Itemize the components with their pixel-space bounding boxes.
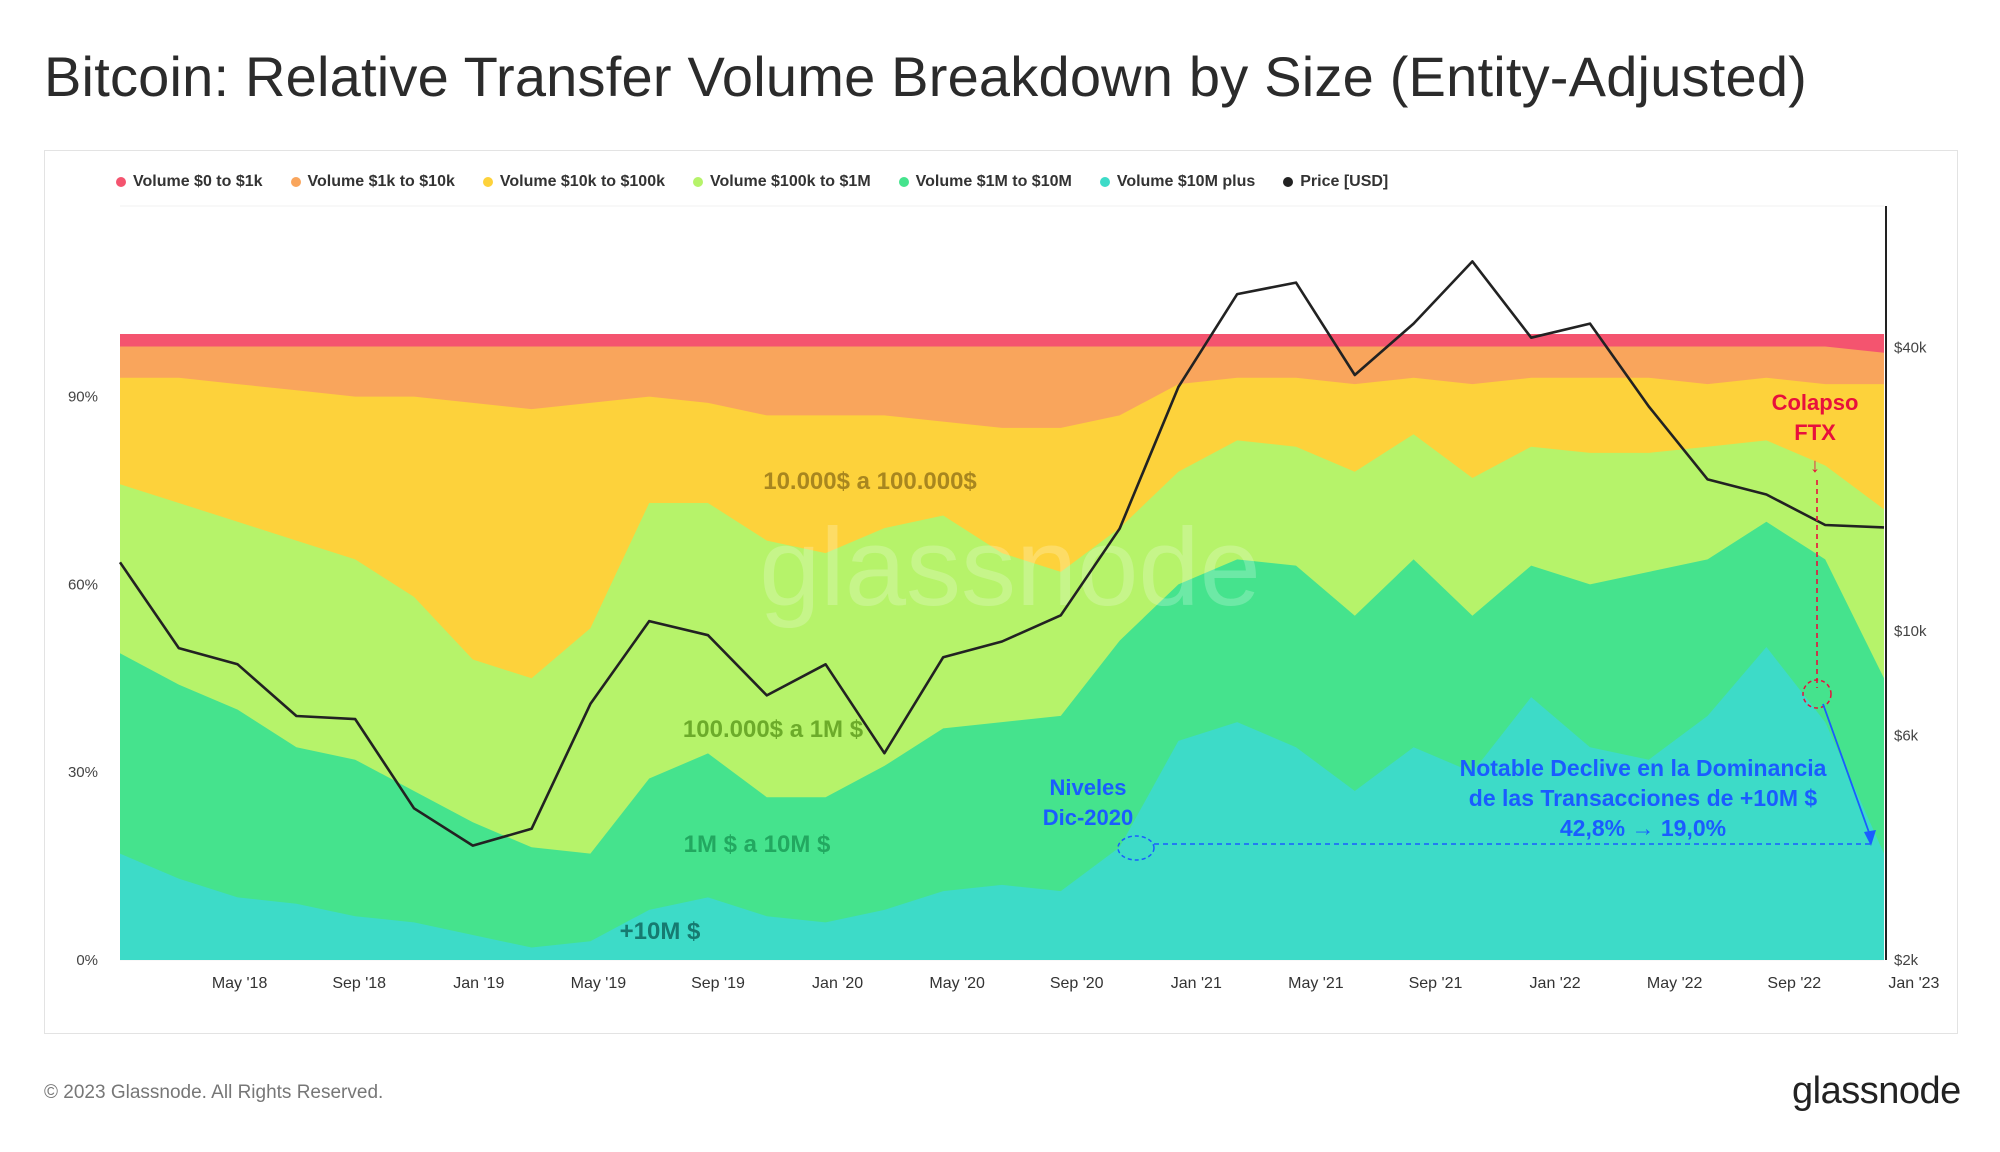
x-tick-label: Sep '20 (1050, 975, 1104, 992)
legend-dot (692, 177, 703, 187)
legend-item[interactable]: Volume $1M to $10M (898, 173, 1072, 191)
legend-item[interactable]: Volume $10k to $100k (482, 173, 665, 191)
ftx-marker-circle (1802, 679, 1832, 709)
chart-legend: Volume $0 to $1k Volume $1k to $10k Volu… (116, 170, 1388, 194)
ftx-arrow-icon: ↓ (1810, 455, 1820, 477)
x-tick-label: Jan '19 (453, 975, 504, 992)
price-line (118, 260, 1885, 847)
legend-item[interactable]: Volume $1k to $10k (290, 173, 455, 191)
band-label-10m-plus: +10M $ (620, 918, 701, 945)
page-title: Bitcoin: Relative Transfer Volume Breakd… (44, 45, 1808, 108)
y-left-tick-label: 90% (68, 389, 98, 406)
legend-label: Price [USD] (1300, 173, 1389, 190)
legend-label: Volume $10M plus (1116, 173, 1256, 190)
x-tick-label: Sep '22 (1767, 975, 1821, 992)
y-left-tick-label: 0% (76, 952, 98, 969)
decline-label-line2: de las Transacciones de +10M $ (1469, 785, 1818, 811)
x-tick-label: May '20 (929, 975, 985, 992)
x-tick-label: May '22 (1647, 975, 1703, 992)
y-left-tick-label: 30% (68, 764, 98, 781)
x-tick-label: Jan '21 (1171, 975, 1222, 992)
x-axis: May '18 Sep '18 Jan '19 May '19 Sep '19 Jan '… (212, 975, 1940, 992)
y-right-tick-label: $2k (1894, 952, 1919, 969)
legend-label: Volume $100k to $1M (709, 173, 871, 190)
watermark: glassnode (759, 506, 1261, 629)
legend-dot (1283, 177, 1294, 187)
x-tick-label: Sep '19 (691, 975, 745, 992)
band-label-10k-100k: 10.000$ a 100.000$ (763, 468, 977, 495)
ftx-label-line1: Colapso (1772, 390, 1859, 415)
legend-label: Volume $0 to $1k (133, 173, 263, 190)
band-label-100k-1m: 100.000$ a 1M $ (683, 716, 864, 743)
decline-label-line1: Notable Declive en la Dominancia (1460, 755, 1827, 781)
y-right-tick-label: $10k (1894, 623, 1927, 640)
x-tick-label: Sep '21 (1409, 975, 1463, 992)
x-tick-label: Jan '23 (1888, 975, 1939, 992)
legend-label: Volume $1M to $10M (915, 173, 1072, 190)
y-axis-right: $2k $6k $10k $40k (1894, 340, 1927, 969)
dec2020-marker-circle (1117, 835, 1155, 861)
legend-dot (482, 177, 493, 187)
legend-dot (898, 177, 909, 187)
legend-item[interactable]: Volume $0 to $1k (116, 173, 263, 191)
dec2020-label-line2: Dic-2020 (1043, 805, 1134, 830)
y-right-tick-label: $6k (1894, 727, 1919, 744)
price-series (118, 260, 1885, 847)
brand-logo: glassnode (1792, 1070, 1961, 1112)
legend-item[interactable]: Volume $100k to $1M (692, 173, 871, 191)
x-tick-label: May '18 (212, 975, 268, 992)
dec2020-label-line1: Niveles (1049, 775, 1126, 800)
legend-dot (1099, 177, 1110, 187)
decline-arrow-line (1822, 703, 1872, 839)
legend-dot (290, 177, 301, 187)
legend-item[interactable]: Volume $10M plus (1099, 173, 1256, 191)
x-tick-label: Jan '22 (1530, 975, 1581, 992)
legend-item[interactable]: Price [USD] (1283, 173, 1388, 191)
y-left-tick-label: 60% (68, 576, 98, 593)
copyright-text: © 2023 Glassnode. All Rights Reserved. (44, 1082, 384, 1103)
decline-arrow-head-icon (1864, 830, 1876, 846)
x-tick-label: May '21 (1288, 975, 1344, 992)
legend-label: Volume $1k to $10k (307, 173, 455, 190)
x-tick-label: Sep '18 (332, 975, 386, 992)
legend-label: Volume $10k to $100k (499, 173, 665, 190)
stacked-areas (120, 334, 1884, 960)
area-volume-10m-plus (120, 647, 1884, 960)
x-tick-label: May '19 (571, 975, 627, 992)
x-tick-label: Jan '20 (812, 975, 863, 992)
legend-dot (116, 177, 126, 187)
ftx-label-line2: FTX (1794, 420, 1836, 445)
decline-label-line3: 42,8% → 19,0% (1560, 815, 1726, 841)
y-axis-left: 0% 30% 60% 90% (68, 389, 98, 969)
band-label-1m-10m: 1M $ a 10M $ (684, 831, 831, 858)
y-right-tick-label: $40k (1894, 340, 1927, 357)
